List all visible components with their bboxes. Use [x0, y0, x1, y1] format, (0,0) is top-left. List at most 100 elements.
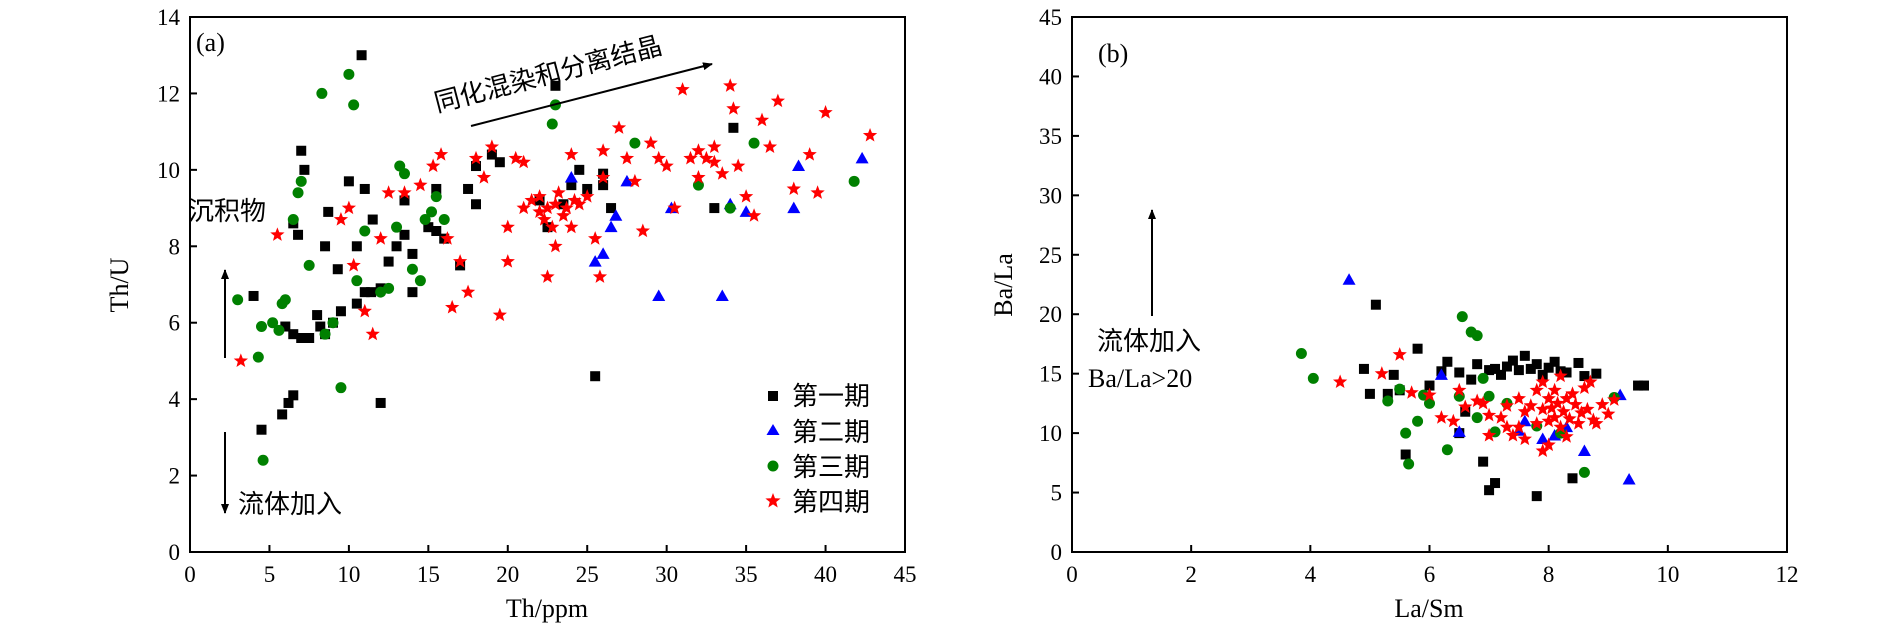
- star-point-series-4: [341, 200, 357, 215]
- circle-point-series-3: [267, 317, 279, 329]
- star-point-series-4: [572, 196, 587, 211]
- square-point-series-1: [550, 80, 561, 91]
- star-point-series-4: [1535, 374, 1550, 389]
- star-point-series-4: [452, 254, 468, 268]
- square-point-series-1: [351, 298, 362, 309]
- star-point-series-4: [559, 200, 574, 215]
- circle-point-series-3: [319, 328, 331, 340]
- x-tick-label: 25: [576, 562, 599, 587]
- square-point-series-1: [366, 287, 377, 298]
- star-point-series-4: [786, 181, 801, 196]
- circle-point-series-3: [279, 294, 291, 306]
- square-point-series-1: [1382, 388, 1393, 399]
- star-point-series-4: [691, 170, 706, 184]
- star-point-series-4: [635, 223, 650, 238]
- star-point-series-4: [1571, 416, 1586, 430]
- square-point-series-1: [709, 203, 720, 214]
- star-point-series-4: [1517, 431, 1532, 446]
- star-point-series-4: [762, 139, 778, 153]
- square-point-series-1: [1358, 363, 1369, 374]
- star-point-series-4: [1422, 387, 1437, 402]
- star-point-series-4: [537, 212, 552, 226]
- circle-point-series-3: [1456, 311, 1468, 323]
- star-point-series-4: [1583, 374, 1598, 389]
- x-tick-label: 45: [894, 562, 917, 587]
- circle-point-series-3: [232, 294, 244, 306]
- star-point-series-4: [413, 177, 428, 192]
- circle-point-series-3: [1412, 415, 1424, 427]
- star-point-series-4: [1404, 385, 1419, 399]
- star-point-series-4: [1470, 393, 1485, 408]
- triangle-point-series-2: [1622, 472, 1636, 485]
- star-point-series-4: [233, 353, 248, 367]
- square-point-series-1: [1484, 485, 1495, 496]
- star-point-series-4: [1553, 368, 1568, 383]
- y-tick-label: 10: [1039, 421, 1062, 446]
- legend: 第一期 第二期 第三期 第四期: [765, 382, 870, 517]
- triangle-point-series-2: [792, 159, 806, 172]
- star-point-series-4: [643, 135, 658, 150]
- square-point-series-1: [399, 195, 410, 206]
- star-point-series-4: [1535, 401, 1550, 416]
- legend-label-2: 第二期: [792, 418, 870, 447]
- star-point-series-4: [1458, 399, 1473, 414]
- square-point-series-1: [1561, 367, 1572, 378]
- scatter-points-b: [1295, 273, 1649, 502]
- y-tick-label: 0: [1051, 540, 1063, 565]
- square-point-series-1: [1454, 367, 1465, 378]
- star-point-series-4: [770, 93, 786, 108]
- circle-point-series-3: [343, 68, 355, 80]
- star-point-series-4: [1565, 386, 1580, 400]
- triangle-point-series-2: [1577, 444, 1591, 456]
- square-point-series-1: [1531, 491, 1542, 502]
- x-tick-label: 8: [1543, 562, 1555, 587]
- triangle-point-series-2: [1518, 414, 1532, 427]
- square-point-series-1: [1507, 355, 1518, 366]
- star-point-series-4: [619, 150, 635, 165]
- y-tick-label: 6: [169, 311, 181, 336]
- star-point-series-4: [1446, 413, 1461, 428]
- star-point-series-4: [365, 326, 380, 341]
- square-point-series-1: [1490, 478, 1501, 489]
- triangle-point-series-2: [1452, 425, 1466, 437]
- square-point-series-1: [356, 50, 367, 61]
- circle-point-series-3: [692, 179, 704, 191]
- legend-item-1: 第一期: [768, 382, 870, 411]
- x-axis-label-a: Th/ppm: [506, 594, 588, 623]
- square-point-series-1: [1496, 369, 1506, 380]
- square-point-series-1: [315, 321, 326, 332]
- circle-point-series-3: [419, 214, 431, 226]
- circle-point-series-3: [546, 118, 558, 130]
- square-point-series-1: [1460, 406, 1471, 417]
- legend-label-1: 第一期: [792, 382, 870, 411]
- star-point-series-4: [425, 158, 441, 173]
- circle-point-series-3: [287, 214, 299, 226]
- y-tick-label: 5: [1051, 481, 1063, 506]
- star-point-series-4: [1517, 404, 1532, 418]
- star-point-series-4: [500, 254, 515, 268]
- star-point-series-4: [516, 154, 531, 169]
- square-point-series-1: [1400, 449, 1411, 460]
- star-point-series-4: [1541, 413, 1556, 428]
- x-tick-label: 10: [1656, 562, 1679, 587]
- y-tick-label: 25: [1039, 243, 1062, 268]
- star-point-series-4: [1475, 395, 1491, 410]
- star-point-series-4: [333, 212, 349, 226]
- star-point-series-4: [484, 139, 500, 153]
- star-point-series-4: [1559, 391, 1574, 405]
- x-tick-label: 15: [417, 562, 440, 587]
- square-point-series-1: [359, 183, 370, 194]
- trend-label: 同化混染和分离结晶: [431, 31, 665, 118]
- star-point-series-4: [532, 204, 547, 218]
- star-point-series-4: [1577, 380, 1592, 394]
- star-point-series-4: [595, 143, 611, 157]
- square-point-series-1: [304, 333, 315, 343]
- star-point-series-4: [548, 238, 563, 253]
- circle-point-series-3: [724, 202, 736, 214]
- y-tick-label: 12: [157, 81, 180, 106]
- star-point-series-4: [1574, 405, 1589, 419]
- square-point-series-1: [256, 424, 267, 435]
- circle-point-series-3: [335, 382, 347, 394]
- circle-point-series-3: [848, 175, 860, 187]
- star-point-series-4: [1434, 410, 1449, 424]
